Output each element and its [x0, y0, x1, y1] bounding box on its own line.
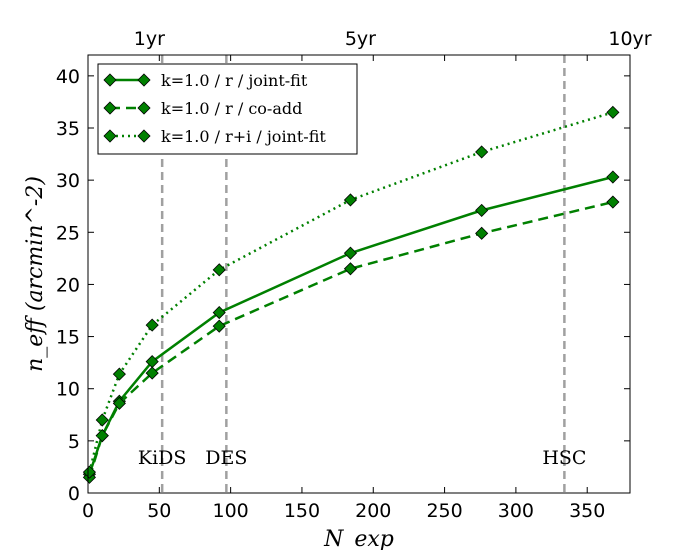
data-point	[343, 193, 358, 207]
x-tick-label: 100	[212, 500, 248, 522]
y-tick-label: 20	[56, 274, 80, 296]
data-point	[475, 145, 489, 159]
y-tick-label: 40	[56, 66, 80, 88]
data-point	[112, 396, 126, 410]
series-layer	[82, 105, 620, 484]
series-line	[88, 175, 614, 475]
top-axis-label-5yr: 5yr	[345, 28, 376, 50]
x-tick-label: 300	[498, 500, 534, 522]
data-point	[95, 429, 109, 443]
y-tick-label: 35	[56, 118, 80, 140]
x-tick-label: 50	[147, 500, 171, 522]
x-tick-label: 200	[355, 500, 391, 522]
data-point	[95, 413, 109, 427]
x-tick-label: 150	[284, 500, 320, 522]
legend-marker	[137, 73, 151, 87]
survey-label-des: DES	[205, 447, 247, 469]
y-tick-label: 10	[56, 379, 80, 401]
y-tick-label: 0	[68, 483, 80, 505]
data-point	[145, 318, 159, 332]
data-point	[212, 263, 226, 277]
data-point	[212, 319, 226, 333]
legend-marker	[137, 101, 151, 115]
data-point	[606, 105, 620, 119]
x-tick-label: 350	[569, 500, 605, 522]
legend-marker	[137, 129, 151, 143]
legend-marker	[103, 129, 117, 143]
plot-frame	[87, 54, 631, 494]
legend: k=1.0 / r / joint-fit k=1.0 / r / co-add k…	[97, 63, 358, 155]
x-tick-label: 250	[426, 500, 462, 522]
series-line	[88, 111, 614, 473]
series-1	[82, 170, 620, 481]
legend-label: k=1.0 / r / joint-fit	[161, 71, 308, 90]
reference-lines	[160, 55, 566, 493]
survey-label-kids: KiDS	[138, 447, 187, 469]
y-tick-label: 5	[68, 431, 80, 453]
legend-label: k=1.0 / r / co-add	[161, 99, 302, 118]
y-tick-label: 25	[56, 222, 80, 244]
top-axis-label-1yr: 1yr	[134, 28, 165, 50]
data-point	[145, 366, 159, 380]
data-point	[475, 203, 489, 217]
survey-label-hsc: HSC	[542, 447, 586, 469]
y-axis-label: n_eff (arcmin^-2)	[23, 176, 48, 372]
x-tick-label: 0	[82, 500, 94, 522]
top-axis-label-10yr: 10yr	[608, 28, 651, 50]
y-tick-label: 30	[56, 170, 80, 192]
ticks-layer	[87, 55, 630, 494]
legend-marker	[103, 73, 117, 87]
x-axis-label: N_exp	[323, 527, 394, 550]
series-2	[82, 195, 620, 484]
legend-marker	[103, 101, 117, 115]
data-point	[475, 226, 489, 240]
data-point	[343, 262, 358, 276]
data-point	[606, 195, 620, 209]
series-3	[82, 105, 620, 479]
legend-label: k=1.0 / r+i / joint-fit	[161, 127, 326, 146]
data-point	[343, 246, 358, 260]
data-point	[606, 170, 620, 184]
data-point	[112, 367, 126, 381]
series-line	[88, 200, 614, 478]
y-tick-label: 15	[56, 327, 80, 349]
labels-layer: 0 50 100 150 200 250 300 350 0 5 10 15 20 25 30 35 40 1yr…	[23, 28, 652, 550]
data-point	[82, 465, 96, 479]
data-point	[212, 306, 226, 320]
